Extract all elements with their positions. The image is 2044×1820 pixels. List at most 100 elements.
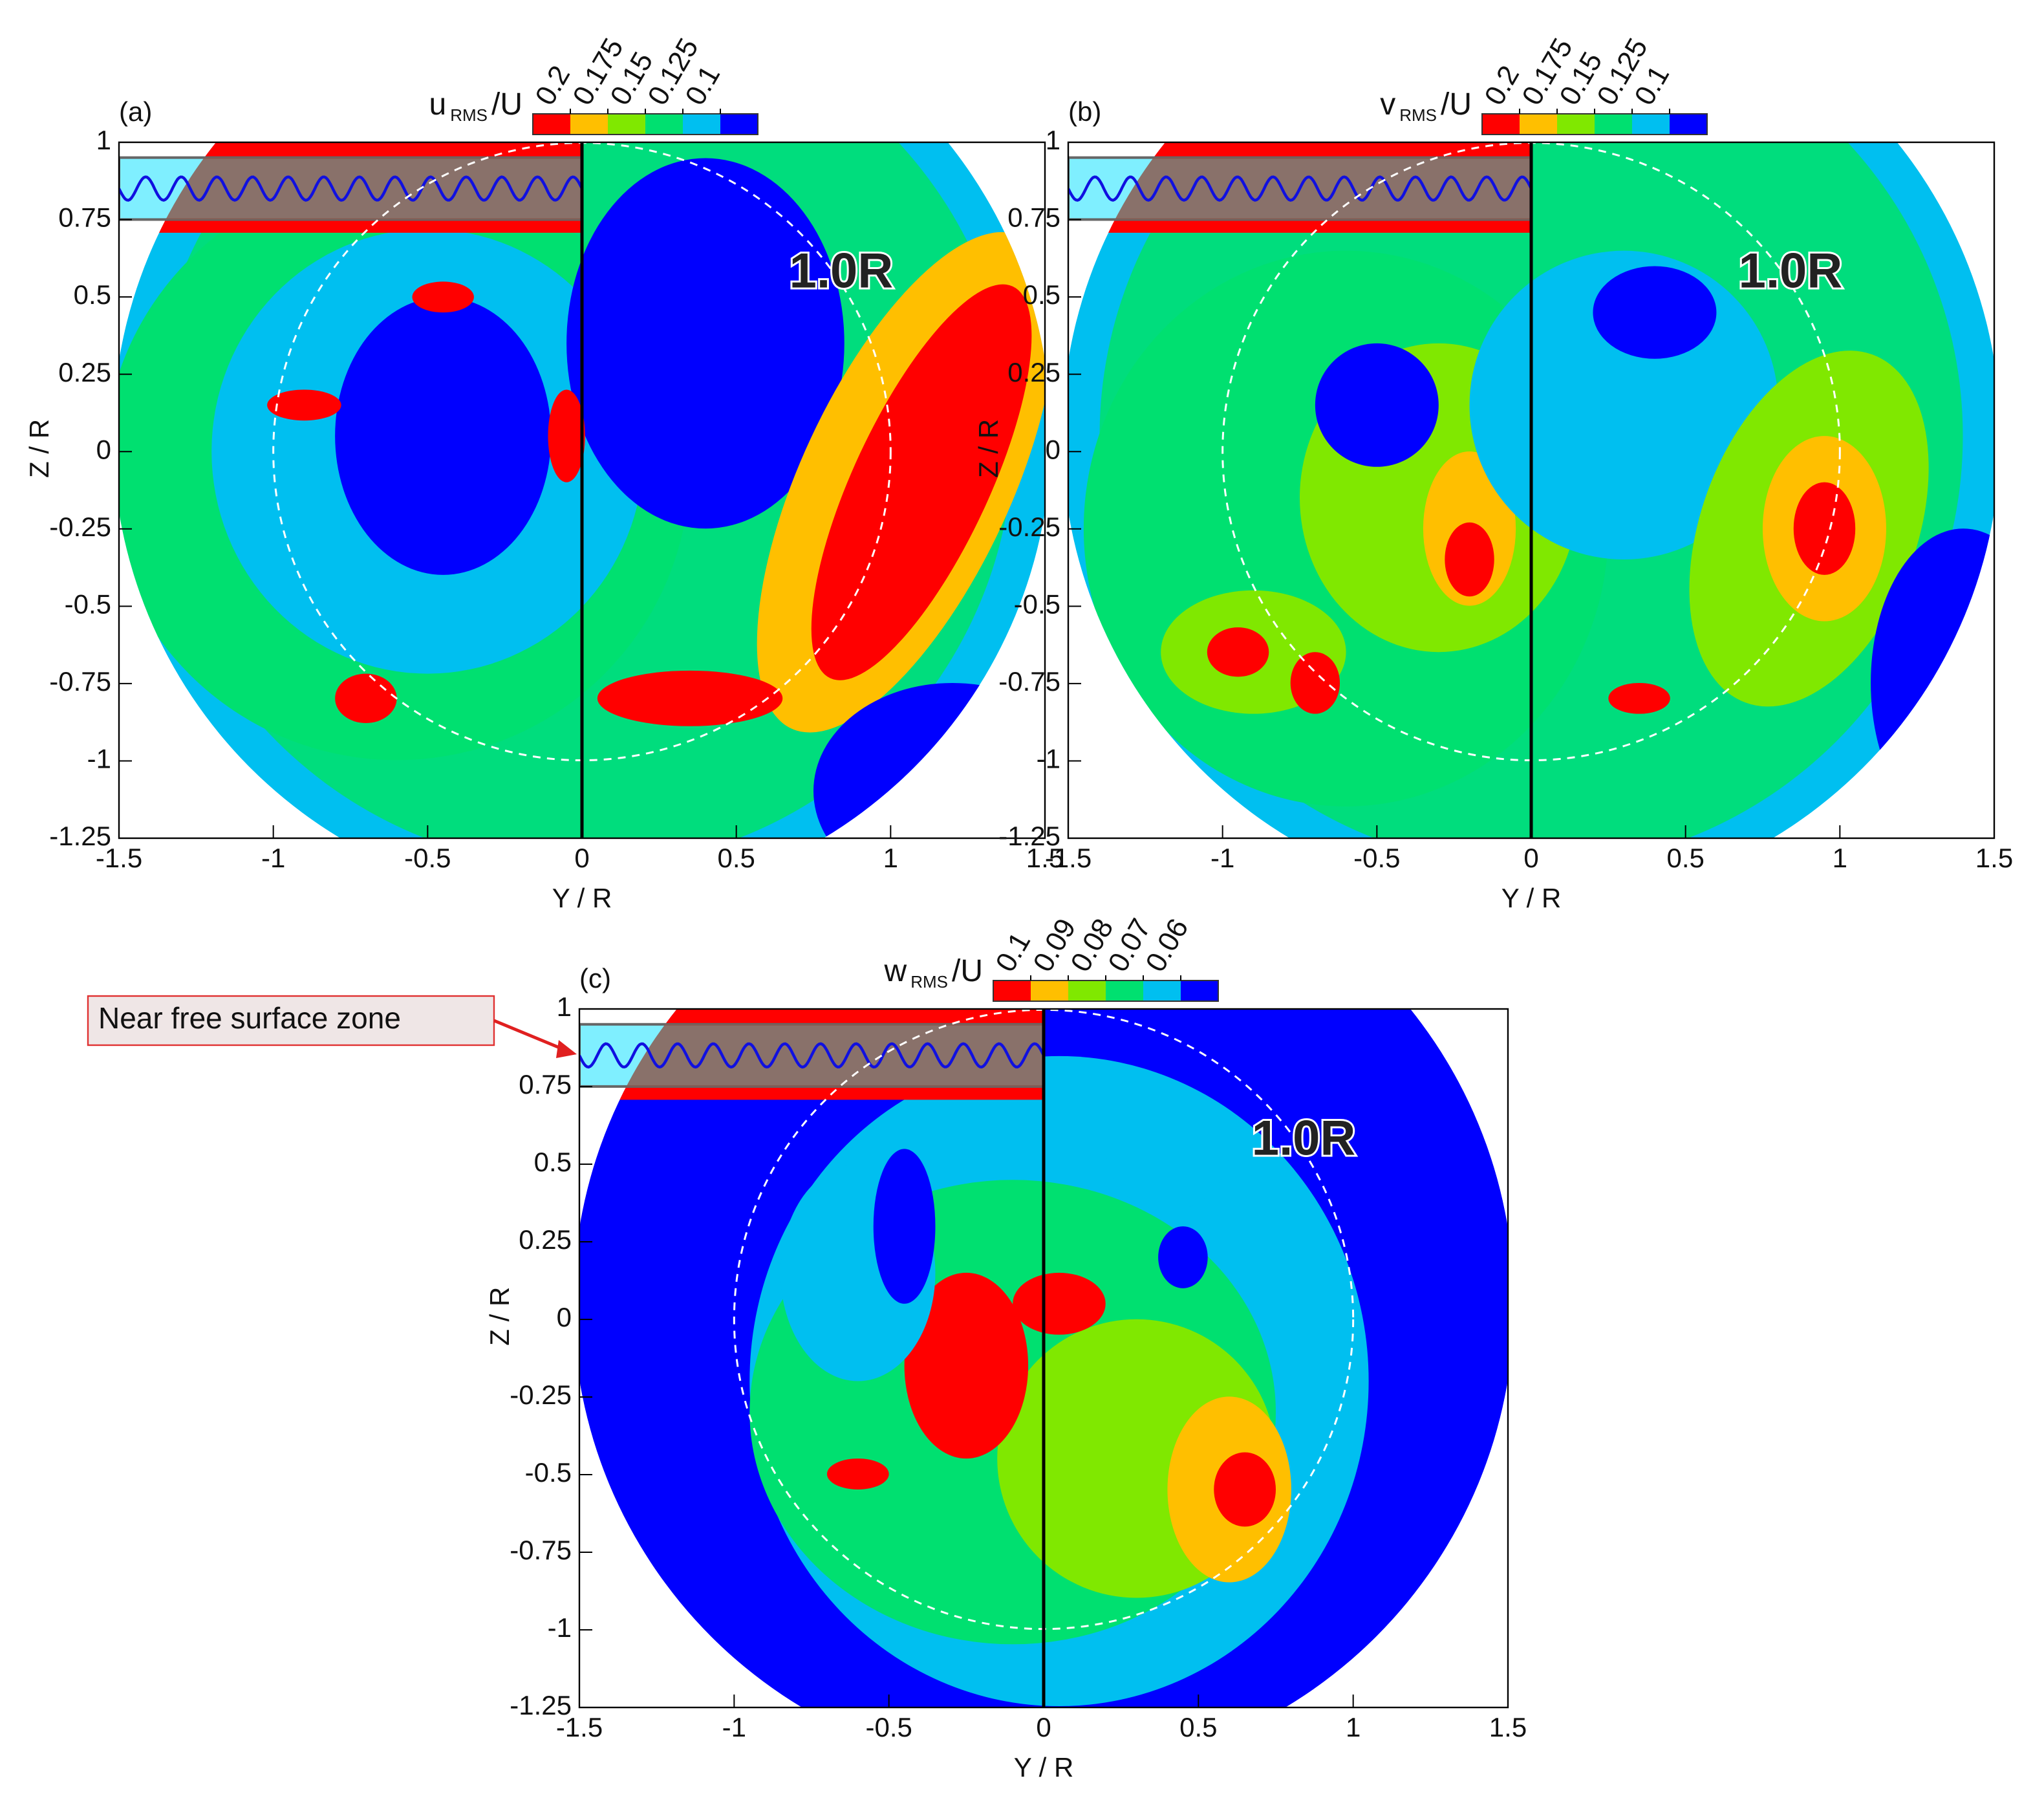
y-tick-label: 0.25 [58, 357, 111, 387]
y-tick-label: -1 [87, 744, 111, 774]
colorbar-title-part: RMS [450, 105, 488, 125]
colorbar-box [1031, 980, 1068, 1001]
x-tick-label: -1.5 [556, 1712, 603, 1742]
colorbar-title-part: /U [1441, 87, 1472, 122]
x-axis-label: Y / R [1501, 883, 1562, 913]
contour-region [1105, 1087, 1230, 1211]
y-axis-label: Z / R [24, 419, 54, 478]
contour-region [1290, 652, 1340, 714]
y-tick-label: 0.5 [74, 279, 111, 310]
colorbar-box [1482, 114, 1520, 135]
y-tick-label: 0.25 [519, 1224, 572, 1255]
y-axis-label: Z / R [973, 419, 1004, 478]
colorbar-title: u RMS/U [429, 87, 522, 125]
contour-region [267, 389, 341, 421]
x-tick-label: 1.5 [1026, 843, 1064, 873]
colorbar-box [1068, 980, 1106, 1001]
colorbar-box [1557, 114, 1595, 135]
x-tick-label: -1 [261, 843, 285, 873]
colorbar-title-part: RMS [910, 972, 948, 991]
colorbar-title: w RMS/U [884, 954, 983, 991]
colorbar-box [1143, 980, 1181, 1001]
colorbar-title-part: RMS [1399, 105, 1437, 125]
x-tick-label: 1.5 [1489, 1712, 1527, 1742]
x-tick-label: 0 [1036, 1712, 1051, 1742]
contour-region [826, 1458, 889, 1490]
x-tick-label: -1 [1210, 843, 1234, 873]
y-tick-label: -1.25 [998, 821, 1060, 851]
x-tick-label: 1.5 [1975, 843, 2013, 873]
y-tick-label: 0.75 [1007, 202, 1060, 233]
y-tick-label: 0 [557, 1302, 572, 1332]
colorbar-title: v RMS/U [1380, 87, 1472, 125]
colorbar-box [1106, 980, 1143, 1001]
y-tick-label: -0.75 [998, 666, 1060, 697]
colorbar-box [1595, 114, 1632, 135]
y-tick-label: 0 [96, 434, 111, 464]
x-tick-label: -1.5 [96, 843, 142, 873]
colorbar-box [645, 114, 683, 135]
colorbar-box [570, 114, 608, 135]
colorbar-box [993, 980, 1031, 1001]
x-axis-label: Y / R [552, 883, 612, 913]
colorbar-label: 0.06 [1139, 913, 1194, 977]
colorbar-box [1181, 980, 1218, 1001]
contour-region [1793, 482, 1856, 575]
colorbar-label: 0.2 [1478, 60, 1525, 110]
wave [1068, 175, 1533, 202]
panel-label: (b) [1068, 96, 1101, 127]
colorbar-box [1670, 114, 1707, 135]
y-tick-label: 0.75 [519, 1069, 572, 1100]
plot-area [119, 142, 1045, 838]
colorbar-box [533, 114, 570, 135]
x-tick-label: 1 [1346, 1712, 1361, 1742]
contour-region [1445, 522, 1494, 597]
plot-area [1068, 142, 1994, 838]
y-tick-label: 0.5 [1023, 279, 1060, 310]
contour-region [873, 1149, 936, 1304]
colorbar-box [1520, 114, 1557, 135]
y-tick-label: -0.25 [998, 512, 1060, 542]
y-tick-label: 1 [557, 991, 572, 1022]
y-tick-label: -0.25 [510, 1380, 572, 1410]
colorbar-label: 0.2 [529, 60, 576, 110]
y-tick-label: 0.75 [58, 202, 111, 233]
x-tick-label: -0.5 [865, 1712, 912, 1742]
y-tick-label: -0.5 [525, 1457, 572, 1488]
colorbar-title-part: v [1380, 87, 1395, 122]
x-tick-label: -1 [722, 1712, 746, 1742]
panel-label: (a) [119, 96, 152, 127]
y-tick-label: -1.25 [49, 821, 111, 851]
y-tick-label: -1 [548, 1612, 572, 1643]
colorbar-title-part: w [884, 954, 907, 988]
contour-region [811, 284, 1032, 680]
contour-region [904, 1272, 1029, 1459]
contour-region [566, 158, 844, 529]
contour-region [335, 673, 397, 723]
contour-region [1593, 266, 1717, 359]
colorbar-box [608, 114, 645, 135]
x-tick-label: -0.5 [1353, 843, 1400, 873]
wave [579, 1042, 1045, 1069]
callout-arrowhead [556, 1040, 577, 1058]
y-tick-label: 1 [1046, 125, 1060, 155]
plot-area [579, 1009, 1508, 1707]
colorbar-box [720, 114, 758, 135]
y-tick-label: -0.75 [510, 1535, 572, 1565]
contour-region [1207, 627, 1269, 677]
colorbar-box [1632, 114, 1670, 135]
contour-region [1315, 343, 1439, 467]
y-tick-label: 0.25 [1007, 357, 1060, 387]
y-tick-label: -0.5 [65, 589, 111, 619]
circle-label: 1.0R [1739, 244, 1843, 299]
y-tick-label: -0.25 [49, 512, 111, 542]
x-axis-label: Y / R [1014, 1752, 1074, 1782]
x-tick-label: -0.5 [404, 843, 451, 873]
x-tick-label: 0.5 [717, 843, 755, 873]
callout-arrow [493, 1019, 570, 1054]
x-tick-label: 1 [1833, 843, 1847, 873]
contour-region [412, 281, 474, 313]
wave [119, 175, 583, 202]
contour-field [119, 142, 1045, 838]
